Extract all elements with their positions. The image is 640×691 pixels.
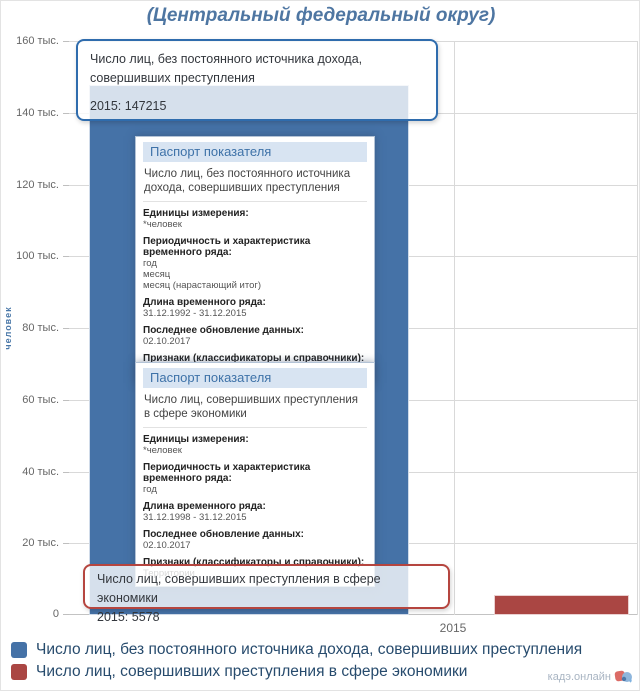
y-tick	[63, 328, 69, 329]
tooltip-economy: Число лиц, совершивших преступления в сф…	[83, 564, 450, 624]
field-label: Периодичность и характеристика временног…	[143, 236, 311, 258]
legend: Число лиц, без постоянного источника дох…	[11, 641, 582, 685]
watermark-logo-icon	[614, 670, 632, 683]
y-tick-label: 20 тыс.	[22, 537, 59, 549]
plot-right-border	[637, 41, 638, 615]
field-value: *человек	[143, 219, 182, 230]
y-tick-label: 80 тыс.	[22, 322, 59, 334]
tooltip-series-name: Число лиц, без постоянного источника дох…	[90, 52, 363, 85]
bar-economy-series[interactable]	[494, 595, 629, 615]
field-label: Длина временного ряда:	[143, 297, 266, 308]
passport-popup-no-income: Паспорт показателя Число лиц, без постоя…	[135, 136, 375, 383]
field-label: Единицы измерения:	[143, 208, 249, 219]
watermark-label: кадэ.онлайн	[547, 670, 611, 683]
field-value: 02.10.2017	[143, 540, 191, 551]
passport-header: Паспорт показателя	[143, 142, 367, 162]
legend-marker-red-icon	[11, 664, 27, 680]
y-tick	[63, 614, 69, 615]
y-tick	[63, 185, 69, 186]
y-tick-label: 120 тыс.	[16, 179, 59, 191]
y-tick	[63, 41, 69, 42]
y-tick	[63, 256, 69, 257]
legend-item-economy[interactable]: Число лиц, совершивших преступления в сф…	[11, 663, 582, 681]
y-tick	[63, 400, 69, 401]
field-value: 02.10.2017	[143, 336, 191, 347]
field-label: Последнее обновление данных:	[143, 529, 304, 540]
watermark-link[interactable]: кадэ.онлайн	[548, 668, 634, 685]
y-tick-label: 140 тыс.	[16, 107, 59, 119]
y-axis-title: человек	[3, 306, 13, 350]
y-tick	[63, 472, 69, 473]
y-tick-label: 60 тыс.	[22, 394, 59, 406]
y-tick	[63, 543, 69, 544]
y-tick	[63, 113, 69, 114]
field-value: год	[143, 484, 157, 495]
divider	[143, 427, 367, 428]
tooltip-series-name: Число лиц, совершивших преступления в сф…	[97, 572, 381, 605]
field-value: месяц	[143, 269, 171, 280]
divider	[143, 201, 367, 202]
field-label: Признаки (классификаторы и справочники):	[143, 353, 365, 364]
passport-popup-economy: Паспорт показателя Число лиц, совершивши…	[135, 362, 375, 587]
field-value: *человек	[143, 445, 182, 456]
field-label: Периодичность и характеристика временног…	[143, 462, 311, 484]
legend-label: Число лиц, без постоянного источника дох…	[36, 641, 583, 658]
field-label: Последнее обновление данных:	[143, 325, 304, 336]
x-axis-label: 2015	[439, 621, 467, 635]
field-value: 31.12.1998 - 31.12.2015	[143, 512, 247, 523]
passport-header: Паспорт показателя	[143, 368, 367, 388]
legend-marker-blue-icon	[11, 642, 27, 658]
legend-label: Число лиц, совершивших преступления в сф…	[36, 663, 468, 680]
page-title: (Центральный федеральный округ)	[146, 5, 496, 26]
x-gridline	[454, 41, 455, 615]
tooltip-no-income: Число лиц, без постоянного источника дох…	[76, 39, 438, 121]
passport-indicator-name: Число лиц, без постоянного источника дох…	[144, 168, 351, 194]
field-label: Признаки (классификаторы и справочники):	[143, 557, 365, 568]
tooltip-value: 2015: 5578	[97, 610, 160, 624]
tooltip-value: 2015: 147215	[90, 99, 167, 113]
field-value: год	[143, 258, 157, 269]
field-value: 31.12.1992 - 31.12.2015	[143, 308, 247, 319]
y-tick-label: 0	[52, 608, 59, 620]
field-label: Длина временного ряда:	[143, 501, 266, 512]
field-label: Единицы измерения:	[143, 434, 249, 445]
y-tick-label: 100 тыс.	[16, 250, 59, 262]
y-tick-label: 40 тыс.	[22, 466, 59, 478]
passport-indicator-name: Число лиц, совершивших преступления в сф…	[144, 394, 359, 420]
field-value: месяц (нарастающий итог)	[143, 280, 261, 291]
legend-item-no-income[interactable]: Число лиц, без постоянного источника дох…	[11, 641, 582, 659]
y-tick-label: 160 тыс.	[16, 35, 59, 47]
